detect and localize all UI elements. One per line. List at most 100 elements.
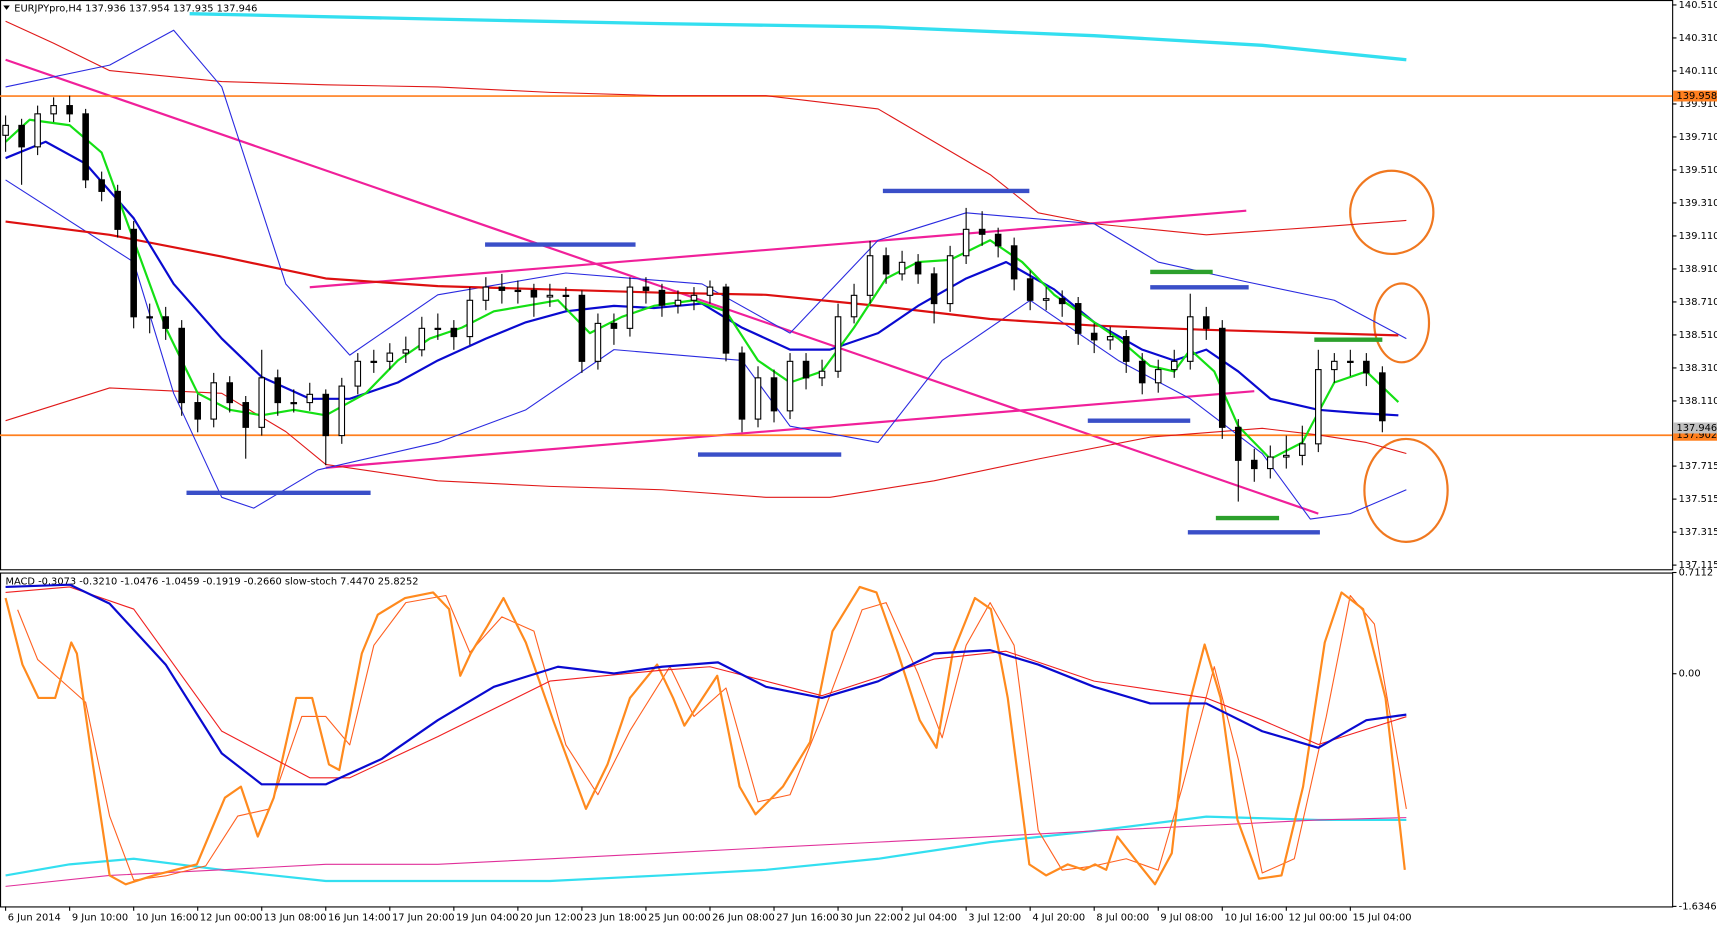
candle-body [370, 360, 378, 363]
candle-body [754, 377, 762, 420]
candle-body [50, 105, 57, 115]
x-tick-label: 12 Jun 00:00 [200, 912, 263, 923]
main-panel-frame [0, 0, 1674, 571]
y-tick-label: 140.510 [1679, 0, 1717, 11]
candle-body [226, 382, 234, 404]
candle-body [1267, 456, 1274, 470]
candle-body [2, 124, 9, 136]
x-tick-label: 25 Jun 00:00 [648, 912, 711, 923]
y-tick-label: 140.110 [1679, 66, 1717, 77]
price-label: 139.958 [1676, 91, 1717, 102]
candle-body [530, 289, 538, 298]
y-tick-label: 139.710 [1679, 132, 1717, 143]
candle-body [1347, 360, 1354, 363]
candle-body [562, 294, 570, 297]
panel-title: EURJPYpro,H4 137.936 137.954 137.935 137… [14, 4, 257, 15]
candle-body [738, 352, 746, 420]
x-tick-label: 19 Jun 04:00 [456, 912, 519, 923]
candle-body [1250, 459, 1258, 470]
y-tick-label: 138.310 [1679, 363, 1717, 374]
candle-body [1315, 369, 1322, 445]
x-tick-label: 13 Jun 08:00 [264, 912, 327, 923]
candle-body [946, 255, 954, 305]
y-tick-label: 137.715 [1679, 461, 1717, 472]
candle-body [18, 124, 25, 148]
panel-title: MACD -0.3073 -0.3210 -1.0476 -1.0459 -0.… [5, 576, 418, 587]
trend-line [325, 390, 1255, 469]
candle-body [130, 228, 137, 318]
indicator-line [5, 817, 1407, 887]
candle-body [834, 316, 842, 372]
candle-body [1234, 426, 1242, 461]
y-tick-label: 139.310 [1679, 198, 1717, 209]
candle-body [114, 190, 121, 230]
y-tick-label: 137.115 [1679, 560, 1717, 571]
candle-body [610, 322, 618, 329]
price-label: 137.902 [1676, 430, 1717, 441]
candle-body [1299, 443, 1306, 456]
candle-body [210, 382, 218, 420]
candle-body [818, 370, 826, 379]
x-tick-label: 16 Jun 14:00 [328, 912, 391, 923]
x-tick-label: 3 Jul 12:00 [968, 912, 1021, 923]
indicator-line [189, 12, 1407, 62]
candle-body [866, 255, 874, 296]
y-tick-label: 0.7112 [1679, 568, 1713, 579]
panel-menu-icon [3, 5, 10, 10]
indicator-line [4, 585, 1406, 886]
candle-body [1122, 336, 1130, 362]
x-tick-label: 9 Jul 08:00 [1160, 912, 1213, 923]
candle-body [802, 360, 810, 379]
candle-body [498, 286, 506, 291]
candle-body [418, 327, 426, 351]
candle-body [786, 360, 794, 412]
price-label-box [1673, 90, 1717, 102]
x-tick-label: 9 Jun 10:00 [72, 912, 128, 923]
indicator-line [5, 29, 1407, 356]
candle-body [1218, 327, 1226, 428]
x-tick-label: 20 Jun 12:00 [520, 912, 583, 923]
last-price-box [1673, 422, 1717, 434]
candle-body [482, 286, 490, 301]
candle-body [34, 113, 41, 148]
candle-body [642, 286, 650, 291]
candle-body [594, 322, 602, 362]
candle-body [1186, 316, 1194, 362]
x-tick-label: 17 Jun 20:00 [392, 912, 455, 923]
candle-body [962, 228, 970, 257]
y-tick-label: 0.00 [1679, 669, 1701, 680]
candle-body [274, 377, 282, 404]
candle-body [882, 255, 890, 275]
candle-body [1010, 245, 1018, 280]
macd-panel-frame [0, 572, 1674, 908]
indicator-line [17, 594, 1407, 881]
candle-body [514, 289, 522, 293]
candle-body [914, 261, 922, 275]
candle-body [1283, 454, 1290, 458]
candle-body [1090, 332, 1098, 341]
y-tick-label: 138.910 [1679, 264, 1717, 275]
x-tick-label: 2 Jul 04:00 [904, 912, 957, 923]
candle-body [1138, 360, 1146, 384]
candle-body [290, 402, 298, 405]
y-tick-label: 139.910 [1679, 99, 1717, 110]
candle-body [1026, 278, 1034, 301]
x-tick-label: 23 Jun 18:00 [584, 912, 647, 923]
x-tick-label: 26 Jun 08:00 [712, 912, 775, 923]
candle-body [1058, 298, 1066, 305]
candle-body [1154, 369, 1162, 384]
x-tick-label: 15 Jul 04:00 [1353, 912, 1412, 923]
candle-body [850, 294, 858, 318]
candle-body [1106, 336, 1114, 341]
candle-body [546, 294, 554, 298]
y-tick-label: 139.510 [1679, 165, 1717, 176]
x-tick-label: 10 Jun 16:00 [136, 912, 199, 923]
candle-body [690, 294, 698, 301]
x-tick-label: 8 Jul 00:00 [1096, 912, 1149, 923]
candle-body [770, 377, 778, 412]
highlight-circle [1373, 282, 1431, 364]
candle-body [306, 393, 314, 404]
x-tick-label: 10 Jul 16:00 [1224, 912, 1283, 923]
